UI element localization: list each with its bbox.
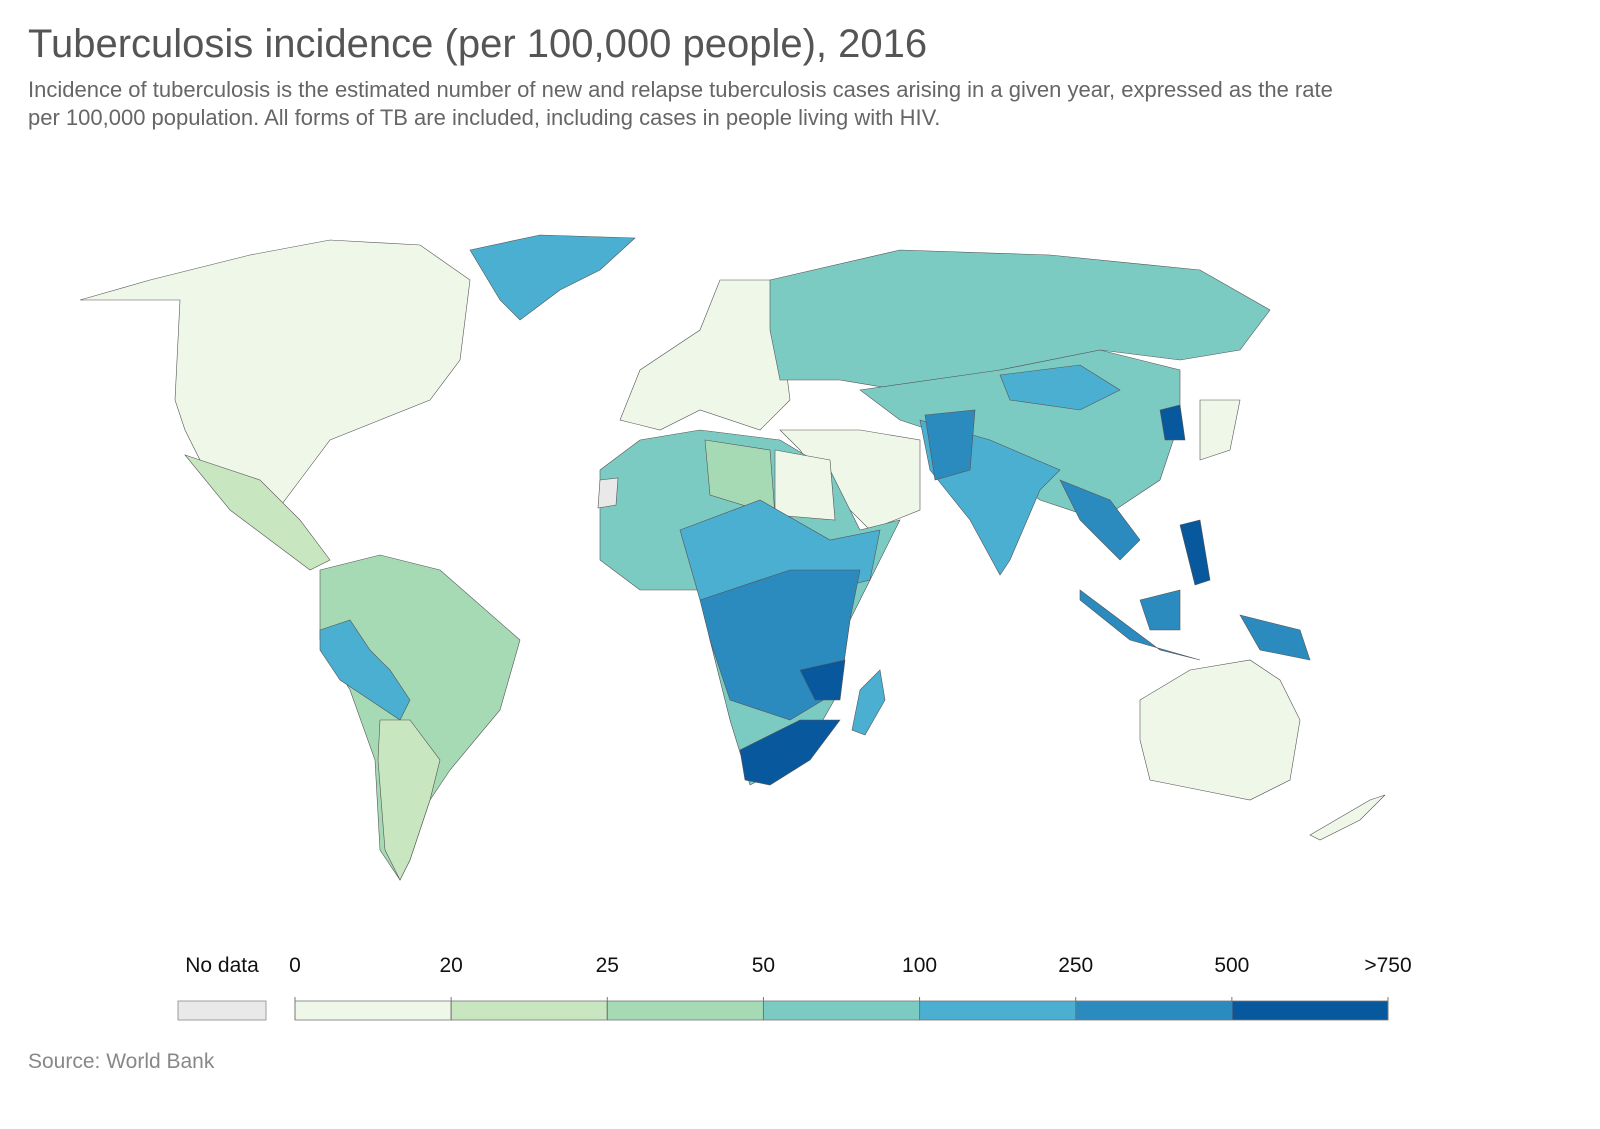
legend-tick-label: 50 <box>752 954 775 977</box>
legend-swatch <box>294 1000 452 1021</box>
legend-tick-label: 0 <box>289 954 301 977</box>
legend-swatch <box>1075 1000 1233 1021</box>
legend-swatch <box>606 1000 764 1021</box>
legend-tick-label: 100 <box>902 954 937 977</box>
legend-tick-label: 20 <box>439 954 462 977</box>
legend-swatch <box>919 1000 1077 1021</box>
source: Source: World Bank <box>28 1050 215 1073</box>
legend: No data 0 20 25 50 100 250 500 >750 <box>177 954 1412 1021</box>
legend-swatch <box>763 1000 920 1021</box>
title: Tuberculosis incidence (per 100,000 peop… <box>28 22 928 66</box>
subtitle: Incidence of tuberculosis is the estimat… <box>28 77 1333 130</box>
legend-tick-label: 25 <box>596 954 619 977</box>
no-data-swatch <box>177 1000 267 1021</box>
no-data-label: No data <box>185 954 259 977</box>
world-map <box>79 234 1386 881</box>
legend-swatch <box>1231 1000 1389 1021</box>
legend-tick-label: 500 <box>1214 954 1249 977</box>
legend-tick-label: 250 <box>1058 954 1093 977</box>
legend-swatch <box>450 1000 608 1021</box>
legend-tick-label: >750 <box>1364 954 1411 977</box>
